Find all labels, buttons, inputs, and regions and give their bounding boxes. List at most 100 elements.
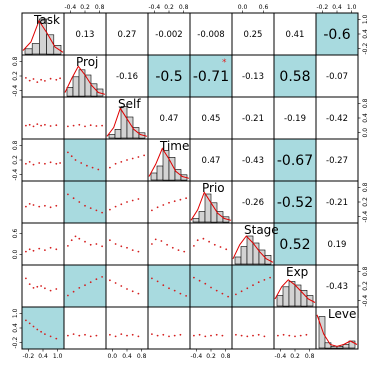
correlation-value: -0.21: [242, 114, 264, 124]
axis-tick-label: 1.0: [347, 4, 357, 11]
correlation-value: -0.19: [284, 114, 306, 124]
scatter-point: [84, 284, 86, 287]
panel-border: [21, 264, 65, 308]
scatter-point: [114, 243, 117, 245]
scatter-point: [162, 333, 165, 336]
histogram-bar: [282, 286, 290, 307]
scatter-point: [67, 125, 69, 128]
scatter-point: [25, 277, 27, 280]
correlation-value: 0.47: [160, 114, 179, 124]
correlation-cell-highlight: [316, 13, 358, 55]
panel-border: [63, 222, 107, 266]
scatter-point: [55, 204, 58, 207]
density-curve: [316, 314, 358, 347]
scatter-point: [131, 199, 134, 202]
scatter-panel: [25, 319, 58, 340]
axis-tick-label: 0.2: [290, 353, 300, 360]
scatter-point: [84, 333, 86, 336]
scatter-point: [151, 333, 153, 335]
histogram-panel: [64, 65, 106, 97]
axis-tick-label: -0.4: [362, 295, 369, 307]
histogram-bar: [288, 281, 296, 307]
scatter-point: [137, 198, 140, 200]
scatter-point: [252, 284, 254, 287]
scatter-point: [40, 78, 42, 81]
panel-border: [21, 96, 65, 140]
scatter-point: [49, 161, 52, 164]
scatter-point: [44, 249, 46, 252]
axis-tick-label: -0.4: [274, 353, 286, 360]
axis-tick-label: -0.4: [64, 4, 76, 11]
axis-tick-label: 0.4: [362, 113, 369, 123]
axis-tick-label: -0.4: [12, 169, 19, 181]
scatter-panel-highlight: [64, 139, 106, 181]
histogram-bar: [66, 87, 74, 97]
scatter-point: [185, 197, 188, 200]
scatter-point: [235, 333, 237, 336]
scatter-point: [126, 159, 128, 161]
scatter-point: [36, 123, 39, 125]
scatter-point: [59, 162, 61, 164]
panel-border: [147, 306, 191, 350]
scatter-point: [109, 333, 111, 336]
scatter-point: [227, 295, 230, 298]
axis-tick-label: 1.0: [362, 14, 369, 24]
scatter-point: [49, 289, 52, 292]
scatter-point: [101, 211, 103, 214]
scatter-point: [162, 284, 165, 287]
scatter-point: [38, 162, 41, 164]
axis-tick-label: -0.2: [12, 337, 19, 349]
scatter-point: [156, 206, 159, 209]
scatter-point: [28, 248, 31, 251]
scatter-point: [25, 77, 27, 79]
scatter-point: [72, 333, 75, 335]
axis-tick-label: 0.8: [95, 4, 105, 11]
axis-tick-label: 0.2: [206, 353, 216, 360]
scatter-point: [72, 197, 75, 200]
panel-border: [21, 222, 65, 266]
histogram-bar: [342, 344, 350, 349]
axis-tick-label: 0.8: [362, 182, 369, 192]
scatter-point: [151, 277, 153, 280]
scatter-point: [193, 334, 195, 337]
scatter-point: [277, 334, 279, 337]
scatter-panel: [25, 123, 58, 128]
scatter-point: [25, 319, 27, 322]
axis-tick-label: 0.0: [108, 353, 118, 360]
scatter-point: [240, 290, 243, 293]
panel-border: [315, 306, 359, 350]
variable-name-label: Time: [159, 139, 189, 153]
scatter-point: [36, 81, 39, 83]
scatter-point: [78, 123, 81, 126]
significance-star: *: [222, 58, 227, 68]
histogram-bar: [150, 172, 158, 181]
histogram-bar: [53, 44, 62, 55]
histogram-panel: [274, 279, 316, 307]
scatter-point: [36, 285, 39, 288]
scatter-panel: [151, 197, 188, 212]
scatter-point: [173, 200, 176, 203]
histogram-bar: [192, 218, 200, 223]
correlation-value: -0.43: [242, 156, 264, 166]
panel-border: [105, 222, 149, 266]
scatter-point: [67, 151, 69, 154]
scatter-panel: [67, 193, 103, 214]
axis-tick-label: 0.8: [362, 98, 369, 108]
scatter-point: [44, 287, 46, 290]
scatter-point: [78, 287, 81, 289]
axis-tick-label: 0.0: [12, 250, 19, 260]
scatter-point: [221, 334, 224, 337]
scatter-point: [72, 124, 75, 127]
correlation-value: -0.42: [326, 114, 348, 124]
scatter-point: [55, 248, 58, 251]
axis-tick-label: 0.8: [179, 4, 189, 11]
scatter-point: [101, 276, 103, 278]
axis-tick-label: 0.8: [362, 266, 369, 276]
scatter-point: [168, 201, 170, 204]
scatter-point: [25, 124, 27, 127]
scatter-point: [120, 161, 123, 163]
panel-border: [21, 180, 65, 224]
scatter-panel: [193, 237, 228, 251]
axis-tick-label: 0.6: [259, 4, 269, 11]
